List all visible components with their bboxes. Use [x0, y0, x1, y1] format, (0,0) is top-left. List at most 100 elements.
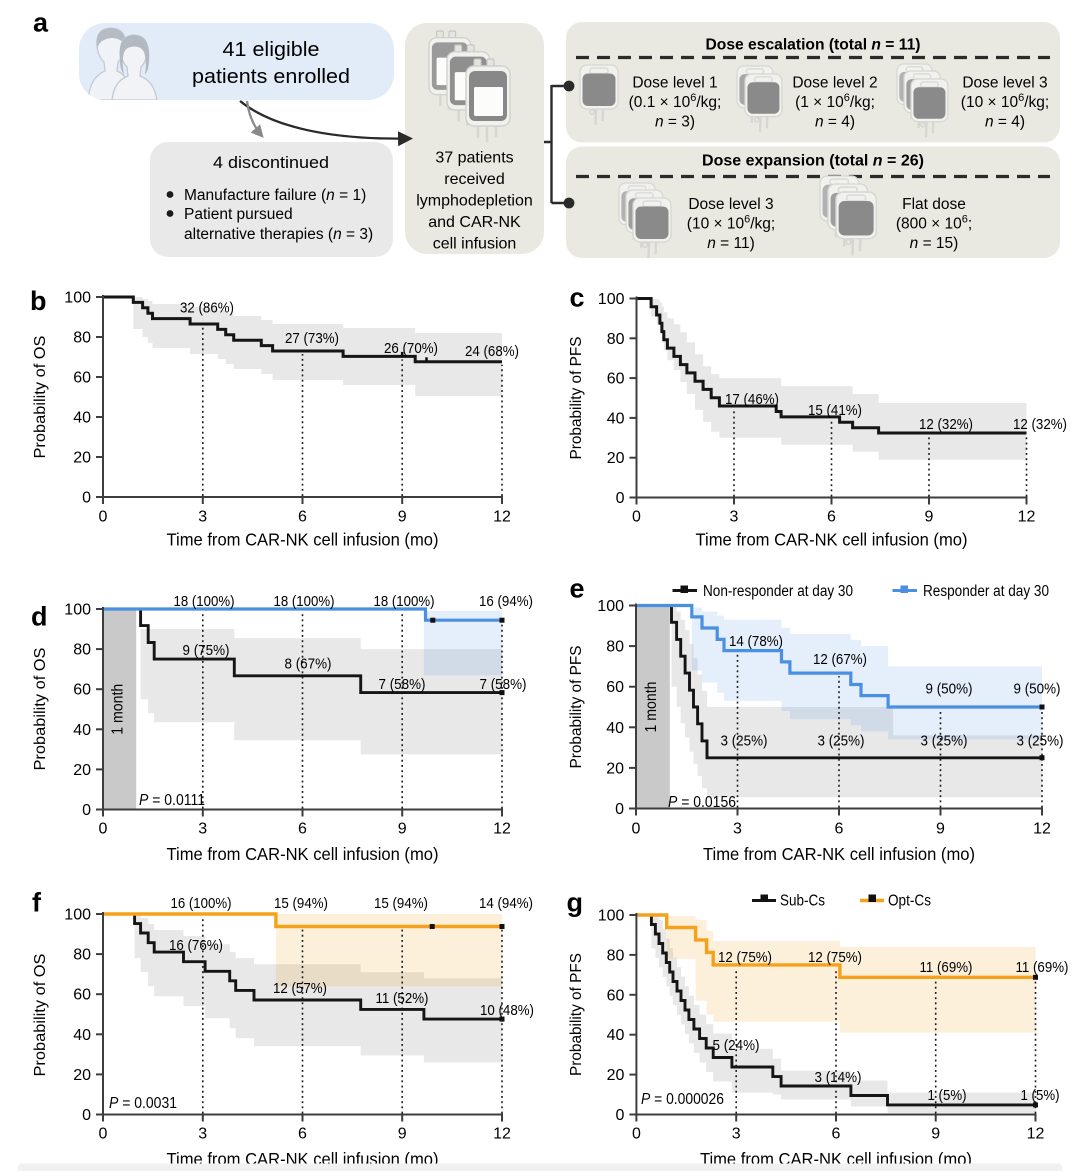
svg-text:0: 0 [82, 802, 91, 819]
svg-text:(10 × 106/kg;: (10 × 106/kg; [961, 92, 1049, 111]
svg-text:7 (58%): 7 (58%) [379, 676, 426, 693]
svg-text:60: 60 [73, 370, 91, 387]
svg-text:6: 6 [831, 1126, 840, 1143]
svg-text:12: 12 [493, 1126, 511, 1143]
svg-text:Dose escalation (total n = 11): Dose escalation (total n = 11) [706, 37, 921, 54]
svg-text:0: 0 [632, 509, 641, 526]
svg-text:60: 60 [73, 682, 91, 699]
svg-text:11 (52%): 11 (52%) [376, 990, 429, 1007]
svg-text:12 (57%): 12 (57%) [273, 980, 327, 997]
svg-text:80: 80 [73, 330, 91, 347]
svg-text:g: g [567, 888, 584, 918]
svg-text:Manufacture failure (n = 1): Manufacture failure (n = 1) [184, 187, 366, 204]
svg-text:patients enrolled: patients enrolled [192, 65, 350, 88]
svg-text:18 (100%): 18 (100%) [174, 593, 235, 610]
svg-text:9: 9 [936, 821, 945, 838]
svg-text:6: 6 [298, 821, 307, 838]
svg-text:40: 40 [73, 410, 91, 427]
svg-text:20: 20 [73, 450, 91, 467]
svg-text:12 (67%): 12 (67%) [813, 651, 867, 668]
svg-text:10 (48%): 10 (48%) [480, 1002, 534, 1019]
svg-text:c: c [570, 283, 585, 313]
svg-text:0: 0 [82, 1107, 91, 1124]
svg-text:Dose level 2: Dose level 2 [792, 75, 877, 92]
svg-text:15 (94%): 15 (94%) [274, 895, 328, 912]
svg-text:P = 0.0111: P = 0.0111 [139, 792, 205, 809]
svg-text:41 eligible: 41 eligible [223, 38, 320, 61]
svg-text:n = 4): n = 4) [815, 114, 855, 131]
svg-text:d: d [31, 602, 48, 632]
svg-text:n = 3): n = 3) [655, 114, 695, 131]
svg-text:Opt-Cs: Opt-Cs [888, 893, 931, 910]
svg-text:3 (25%): 3 (25%) [921, 733, 968, 750]
svg-text:12: 12 [1033, 821, 1051, 838]
svg-text:12: 12 [493, 509, 511, 526]
svg-text:Time from CAR-NK cell infusion: Time from CAR-NK cell infusion (mo) [167, 844, 439, 864]
svg-text:Time from CAR-NK cell infusion: Time from CAR-NK cell infusion (mo) [696, 529, 968, 549]
svg-text:20: 20 [73, 1067, 91, 1084]
svg-text:12 (32%): 12 (32%) [1013, 416, 1067, 433]
svg-text:32 (86%): 32 (86%) [180, 300, 234, 317]
svg-text:P = 0.000026: P = 0.000026 [641, 1091, 724, 1108]
svg-text:1 (5%): 1 (5%) [928, 1087, 967, 1104]
svg-text:9: 9 [398, 821, 407, 838]
svg-text:80: 80 [607, 331, 625, 348]
svg-text:lymphodepletion: lymphodepletion [416, 193, 533, 210]
svg-text:3: 3 [198, 1126, 207, 1143]
svg-text:15 (94%): 15 (94%) [374, 895, 428, 912]
svg-text:40: 40 [73, 1027, 91, 1044]
svg-text:20: 20 [607, 450, 625, 467]
svg-text:0: 0 [99, 1126, 108, 1143]
svg-text:3 (25%): 3 (25%) [818, 733, 865, 750]
svg-text:9: 9 [931, 1126, 940, 1143]
svg-text:12: 12 [493, 821, 511, 838]
svg-text:3 (25%): 3 (25%) [1017, 733, 1064, 750]
svg-text:Time from CAR-NK cell infusion: Time from CAR-NK cell infusion (mo) [167, 529, 439, 549]
svg-text:20: 20 [606, 760, 624, 777]
svg-text:40: 40 [606, 720, 624, 737]
svg-text:60: 60 [607, 987, 625, 1004]
svg-text:9 (50%): 9 (50%) [1014, 681, 1061, 698]
svg-text:6: 6 [835, 821, 844, 838]
svg-text:14 (78%): 14 (78%) [729, 633, 783, 650]
svg-text:0: 0 [99, 509, 108, 526]
svg-text:100: 100 [598, 908, 625, 925]
svg-text:1 month: 1 month [110, 684, 127, 735]
svg-text:3: 3 [733, 821, 742, 838]
svg-text:100: 100 [64, 907, 91, 924]
svg-text:Probability of OS: Probability of OS [32, 648, 49, 771]
svg-text:100: 100 [597, 598, 624, 615]
svg-text:9: 9 [398, 509, 407, 526]
svg-text:12 (75%): 12 (75%) [718, 949, 772, 966]
svg-text:8 (67%): 8 (67%) [285, 656, 332, 673]
svg-text:Time from CAR-NK cell infusion: Time from CAR-NK cell infusion (mo) [703, 844, 975, 864]
svg-text:3: 3 [198, 509, 207, 526]
svg-text:9: 9 [398, 1126, 407, 1143]
svg-text:80: 80 [73, 947, 91, 964]
svg-text:f: f [32, 888, 42, 918]
svg-text:P = 0.0031: P = 0.0031 [109, 1095, 177, 1112]
svg-text:11 (69%): 11 (69%) [1016, 959, 1069, 976]
svg-text:9: 9 [925, 509, 934, 526]
svg-text:a: a [33, 8, 49, 38]
svg-text:100: 100 [64, 602, 91, 619]
svg-text:16 (76%): 16 (76%) [169, 937, 223, 954]
svg-text:9 (75%): 9 (75%) [183, 642, 230, 659]
svg-text:18 (100%): 18 (100%) [274, 593, 335, 610]
svg-text:0: 0 [632, 1126, 641, 1143]
svg-text:0: 0 [616, 490, 625, 507]
svg-text:100: 100 [598, 291, 625, 308]
svg-text:0: 0 [615, 1107, 624, 1124]
svg-text:12 (75%): 12 (75%) [808, 949, 862, 966]
svg-text:40: 40 [607, 410, 625, 427]
svg-text:0: 0 [99, 821, 108, 838]
svg-text:20: 20 [607, 1067, 625, 1084]
svg-text:20: 20 [73, 762, 91, 779]
svg-text:11 (69%): 11 (69%) [920, 959, 973, 976]
svg-text:Responder at day 30: Responder at day 30 [923, 583, 1049, 600]
svg-text:Probability of OS: Probability of OS [32, 336, 49, 459]
svg-text:Non-responder at day 30: Non-responder at day 30 [703, 583, 853, 600]
svg-text:P = 0.0156: P = 0.0156 [668, 794, 736, 811]
svg-text:Probability of OS: Probability of OS [32, 954, 49, 1077]
svg-text:0: 0 [632, 821, 641, 838]
